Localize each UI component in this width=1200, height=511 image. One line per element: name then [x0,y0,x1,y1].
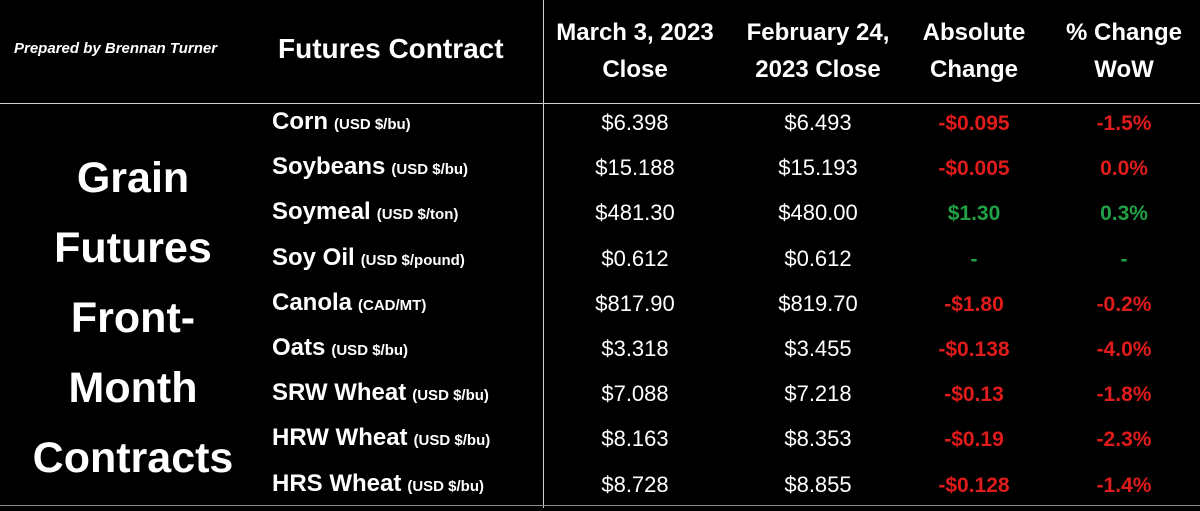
absolute-change-value: -$1.80 [944,292,1004,316]
percent-change-value: 0.3% [1100,202,1148,226]
percent-change-value: -2.3% [1096,428,1152,452]
contract-name: HRS Wheat (USD $/bu) [272,470,484,498]
header-futures-contract: Futures Contract [278,33,504,64]
header-absolute-change: Absolute Change [922,19,1026,83]
absolute-change-value: - [970,247,978,271]
table-row: Canola (CAD/MT) $817.90 $819.70 -$1.80 -0.2% [0,285,1200,330]
february-close-value: $8.353 [784,426,852,452]
contract-name-text: Soymeal [272,198,371,226]
contract-name: Soymeal (USD $/ton) [272,198,458,226]
table-row: HRS Wheat (USD $/bu) $8.728 $8.855 -$0.128 -1… [0,466,1200,511]
contract-name-text: Corn [272,108,328,135]
march-close-value: $7.088 [601,381,669,407]
contract-unit: (USD $/bu) [412,387,489,405]
february-close-value: $15.193 [778,155,858,181]
february-close-value: $6.493 [784,110,852,135]
absolute-change-value: -$0.19 [944,428,1004,452]
table-row: Soy Oil (USD $/pound) $0.612 $0.612 - - [0,240,1200,285]
absolute-change-value: $1.30 [947,202,1001,226]
header-february-close: February 24, 2023 Close [746,19,890,83]
contract-name-text: HRW Wheat [272,424,408,452]
contract-unit: (CAD/MT) [358,296,427,314]
march-close-value: $6.398 [601,110,669,135]
bottom-divider [0,505,1200,506]
contract-unit: (USD $/bu) [413,432,491,450]
table-row: Oats (USD $/bu) $3.318 $3.455 -$0.138 -4.0% [0,330,1200,375]
contract-name: Oats (USD $/bu) [272,334,408,362]
percent-change-value: -4.0% [1096,338,1152,361]
absolute-change-value: -$0.128 [938,473,1010,497]
contract-name: Soybeans (USD $/bu) [272,153,468,181]
contract-name-text: Canola [272,288,353,316]
table-row: Soybeans (USD $/bu) $15.188 $15.193 -$0.005 0… [0,149,1200,194]
percent-change-value: -1.4% [1096,473,1152,497]
contract-name: Canola (CAD/MT) [272,289,426,317]
march-close-value: $481.30 [595,200,675,226]
header-percent-change: % Change WoW [1065,19,1182,83]
table-header: Prepared by Brennan Turner Futures Contr… [0,0,1200,103]
march-close-value: $15.188 [595,155,675,181]
absolute-change-value: -$0.095 [938,112,1010,135]
march-close-value: $8.728 [601,471,669,497]
percent-change-value: 0.0% [1100,157,1148,181]
march-close-value: $0.612 [601,245,669,271]
contract-unit: (USD $/bu) [331,342,409,359]
march-close-value: $817.90 [595,290,675,316]
absolute-change-value: -$0.138 [938,338,1010,361]
contract-unit: (USD $/bu) [334,116,411,133]
header-march-close: March 3, 2023 Close [556,19,714,83]
contract-unit: (USD $/ton) [376,206,459,224]
column-divider [543,0,544,508]
table-row: HRW Wheat (USD $/bu) $8.163 $8.353 -$0.19 -2.… [0,420,1200,465]
contract-name: Soy Oil (USD $/pound) [272,244,465,272]
contract-name-text: Oats [272,334,326,361]
contract-name-text: Soybeans [272,153,386,181]
contract-name: SRW Wheat (USD $/bu) [272,379,489,407]
absolute-change-value: -$0.005 [938,157,1010,181]
percent-change-value: -1.5% [1096,112,1152,135]
contract-name-text: HRS Wheat [272,469,402,497]
february-close-value: $7.218 [784,381,852,407]
february-close-value: $8.855 [784,471,852,497]
march-close-value: $3.318 [601,336,669,361]
table-row: SRW Wheat (USD $/bu) $7.088 $7.218 -$0.13 -1.… [0,375,1200,420]
header-divider [0,103,1200,104]
prepared-by-label: Prepared by Brennan Turner [14,40,218,57]
february-close-value: $0.612 [784,245,852,271]
contract-unit: (USD $/pound) [360,251,465,269]
percent-change-value: -0.2% [1096,292,1152,316]
contract-name: HRW Wheat (USD $/bu) [272,424,490,452]
table-row: Corn (USD $/bu) $6.398 $6.493 -$0.095 -1.5% [0,104,1200,149]
february-close-value: $819.70 [778,290,858,316]
march-close-value: $8.163 [601,426,669,452]
side-title: Grain Futures Front- Month Contracts [32,154,234,482]
table-row: Soymeal (USD $/ton) $481.30 $480.00 $1.30 0.3… [0,194,1200,239]
percent-change-value: - [1120,247,1128,271]
february-close-value: $480.00 [778,200,858,226]
february-close-value: $3.455 [784,336,852,361]
contract-name-text: SRW Wheat [272,379,407,407]
contract-name-text: Soy Oil [272,243,355,271]
percent-change-value: -1.8% [1096,383,1152,407]
contract-name: Corn (USD $/bu) [272,108,411,136]
contract-unit: (USD $/bu) [407,477,485,495]
contract-unit: (USD $/bu) [391,161,469,179]
absolute-change-value: -$0.13 [944,383,1004,407]
